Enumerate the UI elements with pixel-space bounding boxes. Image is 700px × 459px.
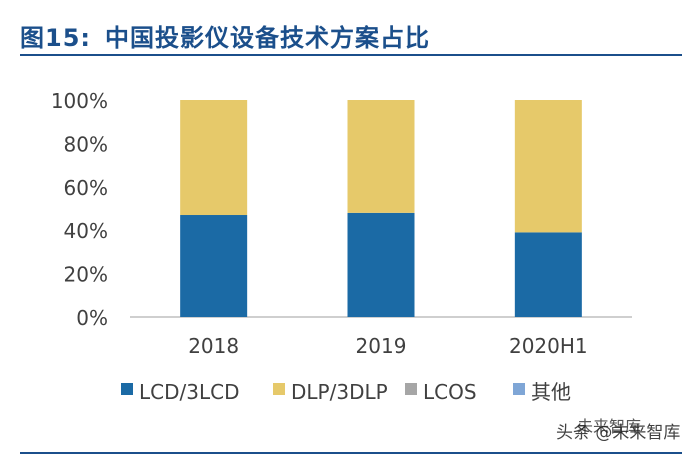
- legend-swatch: [273, 383, 285, 395]
- y-tick-label: 20%: [64, 263, 108, 287]
- y-tick-label: 40%: [64, 219, 108, 243]
- figure-label: 图15:: [20, 24, 91, 52]
- footer-divider: [20, 452, 682, 454]
- bar-segment: [347, 100, 415, 213]
- figure-title: 图15: 中国投影仪设备技术方案占比: [20, 18, 430, 53]
- legend-label: 其他: [531, 380, 571, 404]
- title-divider: [20, 54, 682, 56]
- y-tick-label: 60%: [64, 176, 108, 200]
- y-tick-label: 100%: [51, 89, 108, 113]
- bar-segment: [180, 215, 248, 317]
- watermark: 头条 @未来智库: [556, 423, 681, 443]
- x-tick-label: 2018: [188, 334, 239, 358]
- bar-segment: [514, 100, 582, 233]
- legend-swatch: [513, 383, 525, 395]
- legend-label: LCOS: [423, 380, 477, 404]
- bar-segment: [514, 232, 582, 317]
- legend-swatch: [121, 383, 133, 395]
- legend-swatch: [405, 383, 417, 395]
- legend-label: DLP/3DLP: [291, 380, 388, 404]
- bar-segment: [180, 100, 248, 216]
- y-tick-label: 0%: [76, 306, 108, 330]
- legend-label: LCD/3LCD: [139, 380, 239, 404]
- x-tick-label: 2020H1: [509, 334, 588, 358]
- bar-segment: [347, 212, 415, 317]
- y-tick-label: 80%: [64, 132, 108, 156]
- watermark-logo: 未来智库: [577, 417, 642, 436]
- x-tick-label: 2019: [356, 334, 407, 358]
- figure-title-text: 中国投影仪设备技术方案占比: [105, 24, 430, 52]
